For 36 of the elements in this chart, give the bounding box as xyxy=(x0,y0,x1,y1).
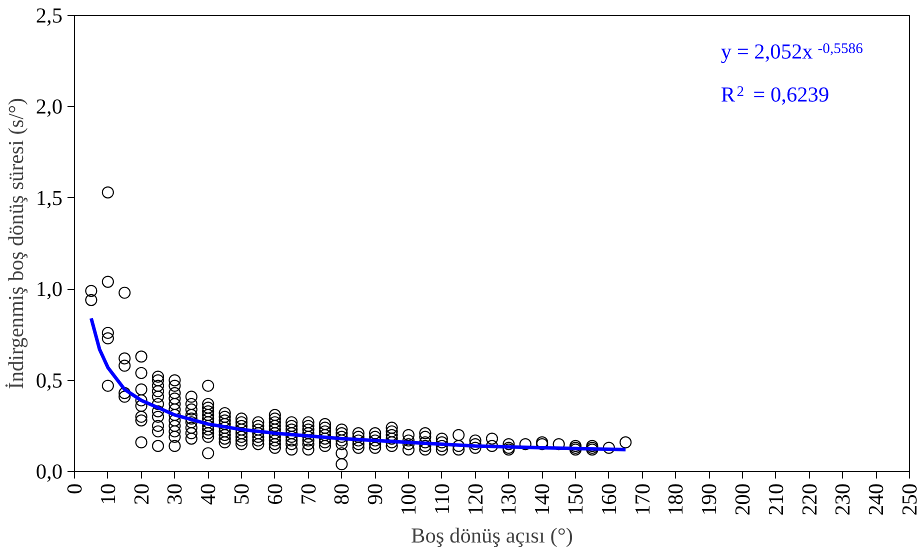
x-tick-label: 80 xyxy=(330,484,354,505)
x-tick-label: 200 xyxy=(730,483,754,516)
y-tick-label: 1,0 xyxy=(36,277,63,302)
x-tick-label: 160 xyxy=(596,483,621,516)
x-tick-label: 170 xyxy=(630,483,654,516)
x-tick-label: 100 xyxy=(396,483,420,516)
x-tick-label: 50 xyxy=(230,484,254,505)
x-tick-label: 180 xyxy=(664,483,688,516)
x-tick-label: 110 xyxy=(430,483,454,515)
x-axis-title: Boş dönüş açısı (°) xyxy=(411,523,573,548)
x-tick-label: 240 xyxy=(864,483,888,516)
x-tick-label: 90 xyxy=(363,484,388,505)
y-tick-label: 1,5 xyxy=(36,186,63,210)
x-tick-label: 220 xyxy=(797,483,822,516)
y-tick-label: 0,0 xyxy=(36,460,63,484)
x-tick-label: 30 xyxy=(162,484,187,505)
x-tick-label: 250 xyxy=(898,483,922,516)
x-tick-label: 140 xyxy=(530,483,554,516)
x-tick-label: 70 xyxy=(296,484,320,505)
annotation: y = 2,052x-0,5586 xyxy=(720,40,863,64)
x-tick-label: 130 xyxy=(496,483,521,516)
x-tick-label: 230 xyxy=(830,483,855,516)
x-tick-label: 150 xyxy=(564,483,588,516)
y-axis-title: İndirgenmiş boş dönüş süresi (s/°) xyxy=(4,98,28,390)
x-tick-label: 60 xyxy=(262,484,287,505)
x-tick-label: 10 xyxy=(96,484,120,505)
line-series xyxy=(89,316,628,452)
x-tick-label: 120 xyxy=(463,483,488,516)
y-tick-label: 2,5 xyxy=(36,4,63,28)
x-tick-label: 190 xyxy=(697,483,722,516)
x-tick-label: 0 xyxy=(62,483,86,494)
x-tick-label: 210 xyxy=(764,483,788,516)
y-tick-label: 0,5 xyxy=(36,368,63,392)
x-tick-label: 40 xyxy=(196,484,220,505)
x-tick-label: 20 xyxy=(129,484,154,505)
y-tick-label: 2,0 xyxy=(36,94,63,119)
